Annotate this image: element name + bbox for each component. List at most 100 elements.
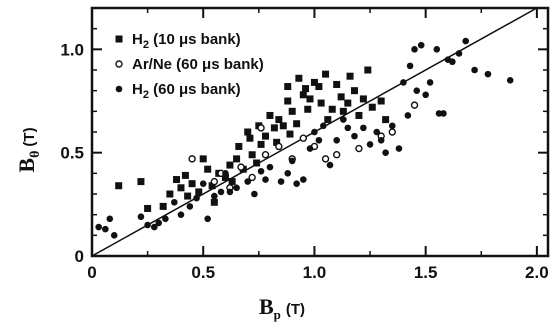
data-point-series-1 [324, 116, 332, 124]
data-point-series-1 [299, 91, 307, 99]
data-point-series-3 [306, 145, 314, 152]
data-point-series-1 [137, 178, 145, 186]
data-point-series-1 [328, 105, 336, 113]
data-point-series-1 [195, 188, 203, 196]
y-tick-label: 1.0 [60, 40, 84, 59]
data-point-series-3 [155, 219, 163, 227]
data-point-series-3 [144, 221, 151, 229]
data-point-series-3 [506, 77, 514, 84]
data-points [95, 37, 514, 239]
data-point-series-1 [286, 130, 294, 138]
data-point-series-1 [359, 95, 367, 103]
data-point-series-1 [368, 103, 376, 111]
data-point-series-3 [102, 225, 109, 233]
data-point-series-3 [377, 136, 385, 144]
y-axis-label: Bθ (T) [14, 127, 43, 172]
data-point-series-1 [355, 111, 363, 119]
data-point-series-1 [315, 83, 323, 91]
data-point-series-3 [162, 215, 169, 223]
data-point-series-3 [193, 194, 200, 202]
data-point-series-3 [484, 70, 492, 78]
x-axis-label-sub: p [274, 307, 281, 322]
x-tick-label: 0.5 [191, 263, 215, 282]
data-point-series-3 [137, 213, 145, 221]
x-tick-label: 0 [87, 263, 96, 282]
data-point-series-1 [159, 202, 167, 210]
x-axis-label: Bp (T) [259, 294, 305, 322]
data-point-series-1 [233, 155, 241, 163]
data-point-series-3 [288, 157, 296, 165]
x-tick-label: 1.0 [303, 263, 327, 282]
data-point-series-1 [144, 204, 152, 212]
data-point-series-3 [404, 112, 412, 119]
data-point-series-1 [228, 178, 236, 186]
data-point-series-3 [266, 163, 274, 171]
data-point-series-1 [204, 165, 212, 173]
y-tick-label: 0 [75, 247, 84, 266]
data-point-series-1 [266, 111, 274, 119]
data-point-series-3 [211, 192, 218, 200]
data-point-series-3 [222, 170, 229, 177]
data-point-series-2 [188, 155, 196, 163]
data-point-series-3 [284, 170, 292, 177]
legend-text-main: H [132, 31, 143, 48]
data-point-series-3 [244, 178, 252, 185]
data-point-series-2 [210, 177, 219, 186]
data-point-series-1 [284, 83, 292, 91]
data-point-series-1 [253, 159, 261, 167]
data-point-series-3 [411, 46, 418, 53]
data-point-series-3 [455, 50, 463, 57]
legend: H2 (10 μs bank)Ar/Ne (60 μs bank)H2 (60 … [115, 31, 264, 101]
data-point-series-3 [95, 223, 102, 231]
data-point-series-3 [406, 62, 414, 70]
data-point-series-3 [366, 141, 374, 148]
data-point-series-1 [188, 180, 196, 188]
data-point-series-1 [173, 176, 181, 184]
data-point-series-1 [293, 120, 301, 128]
data-point-series-2 [388, 128, 396, 136]
data-point-series-3 [344, 124, 352, 132]
data-point-series-1 [350, 87, 358, 95]
data-point-series-1 [302, 85, 310, 93]
data-point-series-1 [364, 66, 372, 74]
data-point-series-1 [317, 99, 325, 107]
data-point-series-1 [306, 95, 314, 103]
y-axis-label-unit: (T) [21, 127, 38, 146]
data-point-series-3 [106, 215, 114, 223]
data-point-series-3 [382, 149, 389, 156]
data-point-series-3 [171, 198, 178, 206]
data-point-series-3 [422, 91, 429, 99]
legend-text-rest: (10 μs bank) [149, 31, 241, 48]
legend-marker-2 [115, 60, 123, 68]
data-point-series-1 [322, 70, 330, 78]
data-point-series-1 [275, 116, 283, 124]
data-point-series-3 [199, 180, 207, 187]
data-point-series-2 [355, 144, 363, 153]
data-point-series-3 [462, 37, 469, 45]
data-point-series-3 [360, 124, 367, 132]
data-point-series-3 [251, 190, 258, 198]
data-point-series-2 [332, 151, 341, 159]
data-point-series-2 [321, 155, 330, 163]
data-point-series-2 [237, 163, 245, 171]
data-point-series-1 [181, 171, 189, 179]
data-point-series-1 [246, 134, 254, 142]
axis-ticks: 0 0.5 1.0 1.5 2.0 0 0.5 1.0 [60, 8, 549, 282]
data-point-series-1 [288, 107, 296, 115]
data-point-series-1 [377, 97, 385, 105]
data-point-series-3 [262, 176, 269, 183]
data-point-series-3 [351, 132, 358, 140]
legend-entry-2: Ar/Ne (60 μs bank) [132, 56, 264, 73]
data-point-series-1 [346, 72, 354, 80]
data-point-series-1 [208, 182, 216, 190]
data-point-series-3 [300, 176, 307, 183]
data-point-series-3 [471, 66, 478, 74]
data-point-series-3 [110, 232, 118, 239]
legend-text-main: H [132, 81, 143, 98]
data-point-series-1 [279, 122, 287, 130]
data-point-series-2 [410, 101, 419, 109]
data-point-series-3 [186, 203, 194, 210]
data-point-series-1 [284, 97, 292, 105]
data-point-series-1 [262, 132, 270, 140]
